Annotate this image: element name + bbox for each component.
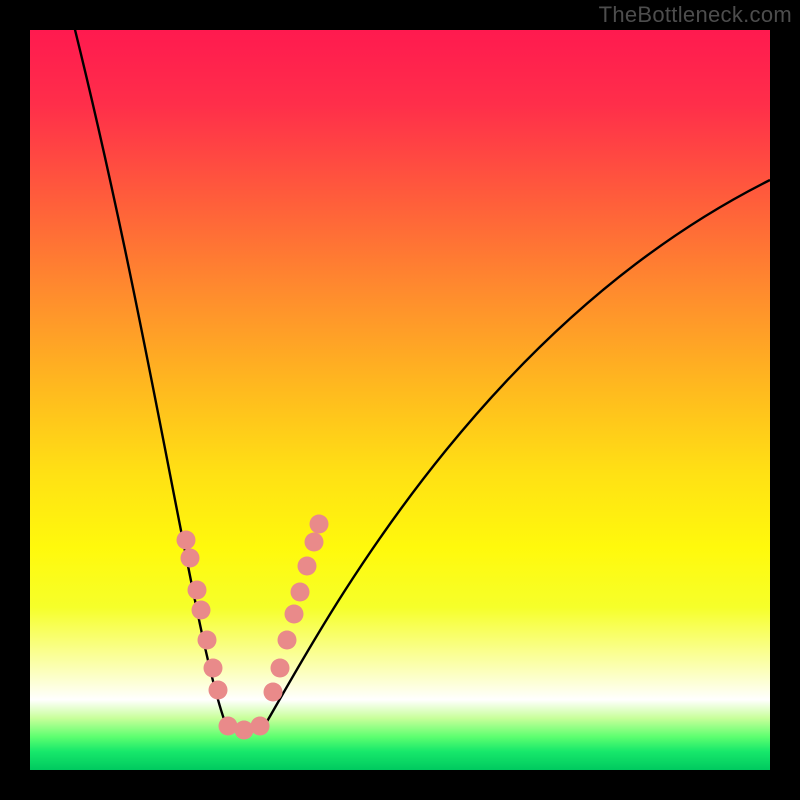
plot-area xyxy=(30,30,770,770)
marker-left-4 xyxy=(198,631,217,650)
chart-background xyxy=(30,30,770,770)
marker-bottom-0 xyxy=(219,717,238,736)
marker-bottom-2 xyxy=(251,717,270,736)
marker-left-3 xyxy=(192,601,211,620)
marker-left-5 xyxy=(204,659,223,678)
marker-right-2 xyxy=(278,631,297,650)
chart-svg xyxy=(30,30,770,770)
chart-outer-frame: TheBottleneck.com xyxy=(0,0,800,800)
marker-left-0 xyxy=(177,531,196,550)
marker-right-6 xyxy=(305,533,324,552)
marker-right-4 xyxy=(291,583,310,602)
marker-bottom-1 xyxy=(235,721,254,740)
marker-left-1 xyxy=(181,549,200,568)
marker-right-0 xyxy=(264,683,283,702)
marker-right-3 xyxy=(285,605,304,624)
marker-right-1 xyxy=(271,659,290,678)
marker-right-5 xyxy=(298,557,317,576)
marker-right-7 xyxy=(310,515,329,534)
marker-left-6 xyxy=(209,681,228,700)
marker-left-2 xyxy=(188,581,207,600)
watermark-text: TheBottleneck.com xyxy=(599,2,792,28)
